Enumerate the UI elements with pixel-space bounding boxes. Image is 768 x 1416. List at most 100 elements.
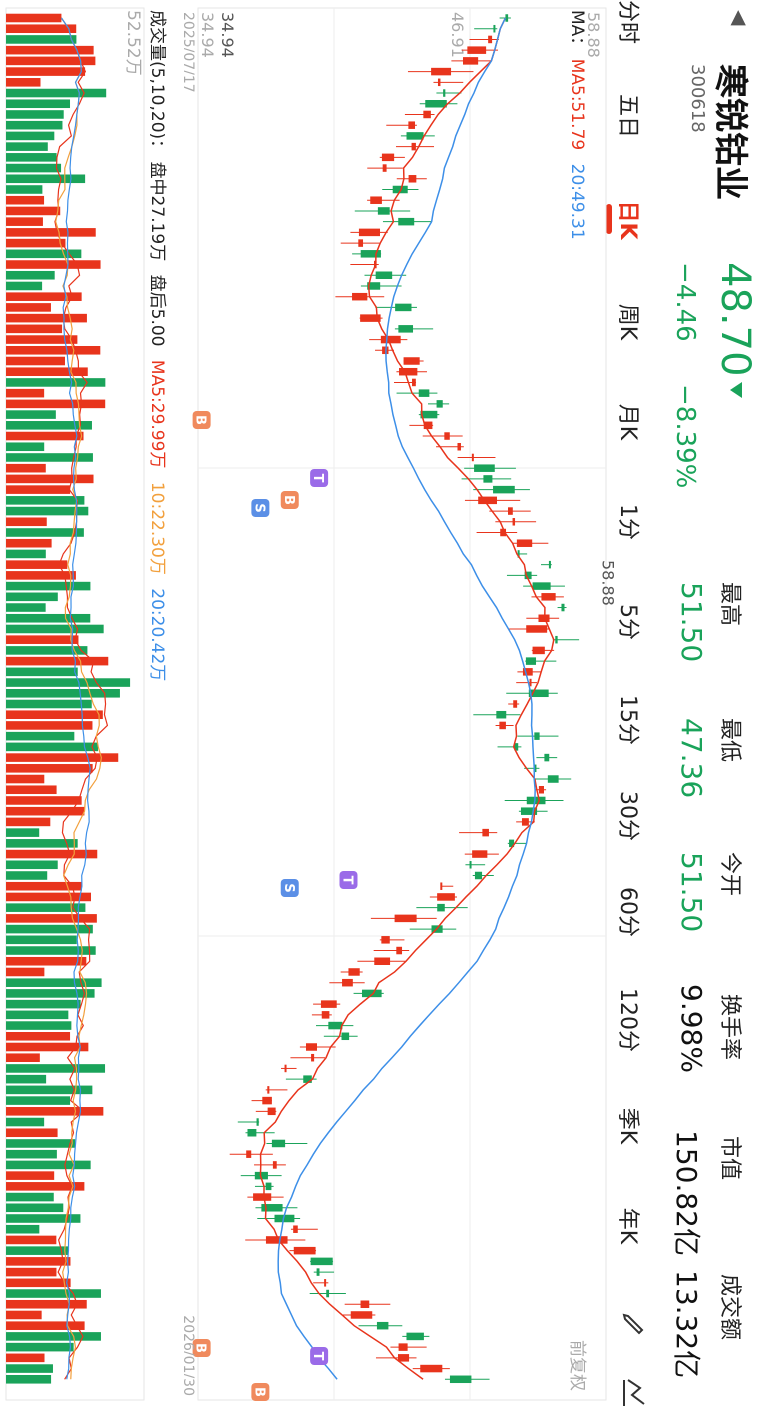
candle-body: [499, 721, 506, 730]
candle-body: [544, 753, 550, 762]
candlestick-chart[interactable]: 58.8846.9134.9458.8834.94BBSTBSBSTBBBTB2…: [184, 0, 618, 1416]
candle-body: [394, 914, 417, 923]
pencil-icon[interactable]: [622, 1312, 648, 1338]
volume-bar: [6, 914, 97, 923]
tab-monthly-k[interactable]: 月K: [615, 403, 640, 441]
volume-bar: [6, 1192, 54, 1202]
signal-letter-t: T: [310, 1352, 325, 1361]
tab-5min[interactable]: 5分: [615, 604, 640, 640]
price-axis-label: 34.94: [198, 12, 217, 58]
candle-body: [350, 1311, 373, 1319]
volume-bar: [6, 249, 82, 259]
candle-body: [496, 710, 507, 719]
candle-body: [412, 378, 416, 387]
line-chart-icon[interactable]: [622, 1378, 648, 1408]
tab-weekly-k[interactable]: 周K: [615, 303, 640, 341]
volume-bar: [6, 731, 75, 741]
candle-body: [474, 464, 495, 472]
candle-body: [256, 1118, 259, 1126]
tab-15min[interactable]: 15分: [615, 695, 640, 745]
volume-bar: [6, 453, 93, 462]
tab-daily-k[interactable]: 日K: [615, 200, 640, 240]
volume-bar: [6, 1374, 52, 1384]
back-icon[interactable]: ◀: [728, 10, 752, 26]
volume-bar: [6, 388, 45, 398]
volume-bar: [6, 560, 68, 569]
candle-body: [398, 217, 415, 226]
volume-bar: [6, 238, 66, 248]
candle-body: [471, 453, 474, 462]
candle-body: [408, 121, 416, 129]
volume-bar: [6, 45, 94, 55]
candle-body: [376, 1321, 389, 1330]
candle-body: [436, 400, 443, 408]
tab-intraday[interactable]: 分时: [615, 0, 640, 45]
candle-body: [360, 250, 381, 258]
volume-bar: [5, 1010, 69, 1020]
candle-body: [271, 1139, 286, 1148]
volume-bar: [6, 796, 82, 805]
candle-body: [493, 24, 496, 33]
candle-body: [360, 1300, 370, 1309]
volume-bar: [5, 78, 41, 87]
volume-bar: [6, 485, 71, 494]
volume-bar: [5, 163, 62, 173]
volume-ma5-line: [54, 17, 109, 1380]
volume-bar: [6, 688, 120, 698]
volume-bar: [5, 1117, 45, 1127]
candle-body: [444, 432, 450, 440]
stat-marketcap-value: 150.82亿: [670, 1130, 703, 1256]
signal-letter-t: T: [339, 876, 354, 885]
volume-bar: [6, 185, 43, 194]
tab-30min[interactable]: 30分: [615, 791, 640, 841]
volume-chart[interactable]: [0, 0, 152, 1416]
volume-bar: [6, 871, 48, 880]
candle-body: [469, 861, 472, 869]
volume-bar: [6, 35, 77, 44]
signal-badge-b: [280, 491, 299, 509]
candle-body: [316, 1268, 320, 1276]
candle-body: [529, 678, 532, 687]
candle-body: [482, 828, 489, 837]
volume-bar: [6, 1224, 40, 1234]
candle-body: [561, 603, 565, 612]
tab-120min[interactable]: 120分: [615, 988, 640, 1052]
candle-body: [440, 882, 443, 890]
candle-body: [525, 657, 537, 665]
volume-bar: [6, 153, 57, 162]
volume-ma10-line: [55, 17, 102, 1380]
candle-body: [399, 367, 418, 376]
tab-quarterly-k[interactable]: 季K: [615, 1107, 640, 1145]
volume-bar: [6, 88, 107, 98]
volume-bar: [6, 742, 99, 752]
tab-60min[interactable]: 60分: [615, 887, 640, 937]
current-price: 48.70: [712, 262, 758, 377]
volume-bar: [6, 324, 63, 334]
candle-body: [431, 67, 452, 76]
volume-bar: [5, 506, 89, 516]
volume-bar: [6, 1171, 55, 1180]
tab-yearly-k[interactable]: 年K: [615, 1207, 640, 1245]
candle-body: [443, 89, 446, 97]
volume-bar: [5, 817, 51, 827]
candle-body: [320, 1000, 337, 1008]
candle-body: [532, 582, 551, 590]
candle-body: [374, 957, 391, 966]
candle-body: [398, 325, 414, 333]
stat-high-label: 最高: [717, 582, 742, 627]
tab-1min[interactable]: 1分: [615, 504, 640, 540]
tab-five-day[interactable]: 五日: [615, 93, 640, 138]
candle-body: [538, 614, 550, 623]
volume-bar: [6, 667, 78, 677]
volume-bar: [6, 978, 102, 987]
volume-bar: [6, 1053, 40, 1063]
volume-bar: [6, 1332, 101, 1341]
volume-bar: [6, 1321, 85, 1330]
volume-bar: [6, 1128, 58, 1138]
volume-bar: [6, 721, 93, 730]
volume-bar: [6, 581, 91, 591]
candle-body: [267, 1107, 276, 1116]
signal-letter-b: B: [281, 495, 296, 505]
candle-body: [284, 1064, 287, 1073]
